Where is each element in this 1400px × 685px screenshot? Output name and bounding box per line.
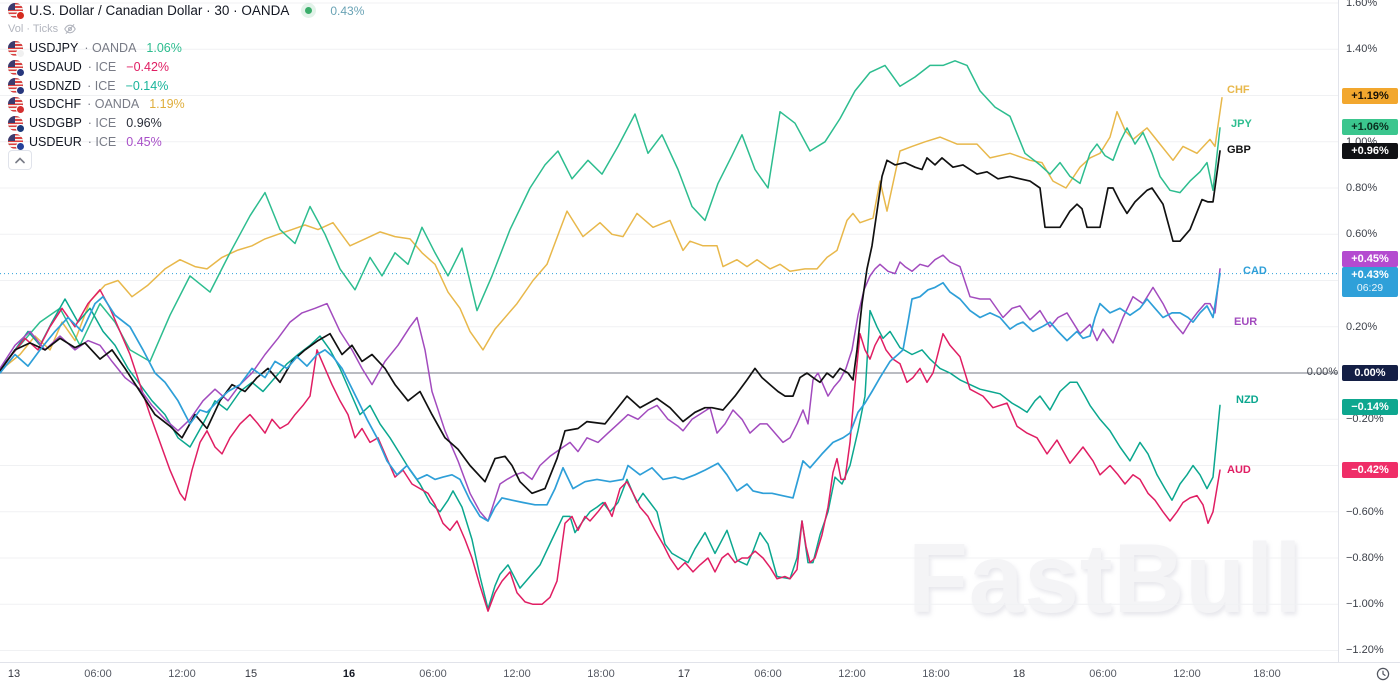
price-tick-label: −1.00%: [1346, 598, 1384, 610]
symbol-title: U.S. Dollar / Canadian Dollar · 30 · OAN…: [29, 3, 290, 18]
legend-row-usdjpy[interactable]: USDJPY · OANDA 1.06%: [8, 39, 185, 58]
time-tick-label: 12:00: [503, 668, 531, 680]
legend-change-value: 0.96%: [126, 116, 162, 131]
timezone-clock-button[interactable]: [1375, 666, 1391, 682]
series-line-nzd[interactable]: [0, 298, 1221, 610]
eye-hidden-icon[interactable]: [63, 22, 77, 36]
time-tick-label: 13: [7, 668, 21, 680]
time-axis[interactable]: 13 06:00 12:00 15 16 06:00 12:00 18:00 17 06:00 12…: [0, 662, 1400, 685]
series-tag-jpy: JPY: [1231, 118, 1252, 130]
time-tick-label: 18:00: [922, 668, 950, 680]
legend-exchange: · ICE: [87, 116, 117, 131]
time-tick-label: 15: [244, 668, 258, 680]
price-tick-label: 1.60%: [1346, 0, 1378, 9]
compare-series-list: USDJPY · OANDA 1.06% USDAUD · ICE −0.42% USDNZ…: [8, 39, 185, 152]
vol-ticks-row[interactable]: Vol · Ticks: [8, 22, 77, 36]
price-tick-label: −0.20%: [1346, 413, 1384, 425]
clock-icon: [1376, 667, 1390, 681]
legend-symbol: USDEUR: [29, 134, 82, 149]
legend-symbol: USDGBP: [29, 116, 82, 131]
cad-price-badge: +0.43% 06:29: [1342, 267, 1398, 297]
time-tick-label: 18:00: [587, 668, 615, 680]
flag-icon: [8, 78, 25, 96]
series-tag-nzd: NZD: [1236, 394, 1259, 406]
time-tick-label: 12:00: [838, 668, 866, 680]
series-line-aud[interactable]: [0, 289, 1221, 612]
time-tick-label: 18:00: [1253, 668, 1281, 680]
time-tick-label: 06:00: [754, 668, 782, 680]
legend-change-value: 1.19%: [149, 97, 185, 112]
price-tick-label: −0.80%: [1346, 552, 1384, 564]
legend-symbol: USDAUD: [29, 60, 82, 75]
legend-symbol: USDCHF: [29, 97, 82, 112]
series-tag-aud: AUD: [1227, 464, 1251, 476]
chart-canvas[interactable]: [0, 0, 1338, 662]
market-status-dot[interactable]: [305, 7, 313, 14]
chf-price-badge: +1.19%: [1342, 88, 1398, 104]
flag-icon: [8, 134, 25, 152]
symbol-title-row[interactable]: U.S. Dollar / Canadian Dollar · 30 · OAN…: [8, 3, 365, 20]
legend-exchange: · OANDA: [87, 97, 140, 112]
legend-exchange: · OANDA: [84, 41, 137, 56]
chevron-up-icon: [15, 156, 25, 163]
price-tick-label: −1.20%: [1346, 644, 1384, 656]
legend-change-value: 0.45%: [126, 134, 162, 149]
time-tick-label: 16: [342, 668, 356, 680]
price-tick-label: 0.60%: [1346, 228, 1378, 240]
series-tag-chf: CHF: [1227, 84, 1250, 96]
series-line-eur[interactable]: [0, 254, 1221, 522]
eur-price-badge: +0.45%: [1342, 251, 1398, 267]
price-axis[interactable]: 1.60% 1.40% 1.00% 0.80% 0.60% 0.20% −0.20% −0.6…: [1338, 0, 1400, 662]
legend-change-value: 1.06%: [146, 41, 182, 56]
nzd-price-badge: −0.14%: [1342, 399, 1398, 415]
fastbull-watermark: FastBull: [908, 523, 1303, 633]
legend-exchange: · ICE: [87, 134, 117, 149]
legend-symbol: USDJPY: [29, 41, 79, 56]
time-tick-label: 06:00: [419, 668, 447, 680]
zero-price-badge: 0.00%: [1342, 365, 1398, 381]
time-tick-label: 12:00: [168, 668, 196, 680]
legend-row-usdchf[interactable]: USDCHF · OANDA 1.19%: [8, 95, 185, 114]
series-line-chf[interactable]: [0, 97, 1223, 372]
aud-price-badge: −0.42%: [1342, 462, 1398, 478]
time-tick-label: 17: [677, 668, 691, 680]
time-tick-label: 06:00: [84, 668, 112, 680]
series-tag-cad: CAD: [1243, 265, 1267, 277]
legend-row-usdgbp[interactable]: USDGBP · ICE 0.96%: [8, 114, 185, 133]
legend-exchange: · ICE: [87, 78, 116, 93]
legend-collapse-button[interactable]: [8, 150, 32, 170]
legend-change-value: −0.14%: [125, 78, 169, 93]
price-tick-label: −0.60%: [1346, 506, 1384, 518]
series-tag-gbp: GBP: [1227, 144, 1251, 156]
flag-icon: [8, 40, 25, 58]
symbol-change-value: 0.43%: [330, 3, 365, 18]
series-tag-eur: EUR: [1234, 316, 1258, 328]
price-tick-label: 0.80%: [1346, 182, 1378, 194]
series-line-jpy[interactable]: [0, 60, 1221, 370]
vol-ticks-label: Vol · Ticks: [8, 23, 59, 35]
usdcad-flag-icon: [8, 3, 25, 20]
legend-row-usdeur[interactable]: USDEUR · ICE 0.45%: [8, 132, 185, 152]
legend-exchange: · ICE: [87, 60, 117, 75]
flag-icon: [8, 59, 25, 77]
series-line-cad[interactable]: [0, 272, 1221, 522]
legend-change-value: −0.42%: [126, 60, 170, 75]
price-tick-label: 0.20%: [1346, 321, 1378, 333]
legend-row-usdnzd[interactable]: USDNZD · ICE −0.14%: [8, 76, 185, 96]
time-tick-label: 12:00: [1173, 668, 1201, 680]
legend-symbol: USDNZD: [29, 78, 82, 93]
price-tick-label: 1.40%: [1346, 43, 1378, 55]
flag-icon: [8, 96, 25, 114]
chart-plot-area[interactable]: FastBull CHF JPY NZD AUD EUR GBP CAD 0.00%: [0, 0, 1338, 662]
gbp-price-badge: +0.96%: [1342, 143, 1398, 159]
flag-icon: [8, 115, 25, 133]
time-tick-label: 06:00: [1089, 668, 1117, 680]
legend-row-usdaud[interactable]: USDAUD · ICE −0.42%: [8, 58, 185, 77]
zero-percent-inplot-label: 0.00%: [1306, 366, 1338, 378]
jpy-price-badge: +1.06%: [1342, 119, 1398, 135]
time-tick-label: 18: [1012, 668, 1026, 680]
series-line-gbp[interactable]: [0, 150, 1221, 495]
